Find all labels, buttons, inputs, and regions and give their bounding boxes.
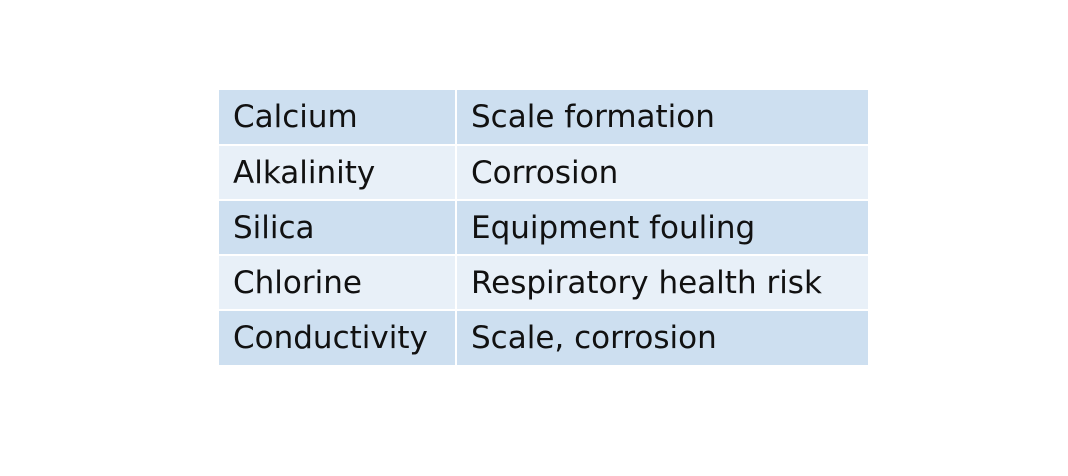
effect-cell: Scale, corrosion	[455, 309, 868, 365]
effect-cell: Equipment fouling	[455, 199, 868, 256]
table-row: Chlorine Respiratory health risk	[219, 254, 868, 311]
parameter-cell: Calcium	[219, 90, 457, 146]
table-row: Conductivity Scale, corrosion	[219, 309, 868, 365]
table-row: Alkalinity Corrosion	[219, 144, 868, 201]
effect-cell: Corrosion	[455, 144, 868, 201]
effect-cell: Respiratory health risk	[455, 254, 868, 311]
water-parameters-table: Calcium Scale formation Alkalinity Corro…	[219, 90, 868, 365]
parameter-cell: Chlorine	[219, 254, 457, 311]
parameter-cell: Alkalinity	[219, 144, 457, 201]
table-body: Calcium Scale formation Alkalinity Corro…	[219, 90, 868, 365]
parameter-cell: Conductivity	[219, 309, 457, 365]
table-row: Calcium Scale formation	[219, 90, 868, 146]
effect-cell: Scale formation	[455, 90, 868, 146]
parameter-cell: Silica	[219, 199, 457, 256]
table-row: Silica Equipment fouling	[219, 199, 868, 256]
